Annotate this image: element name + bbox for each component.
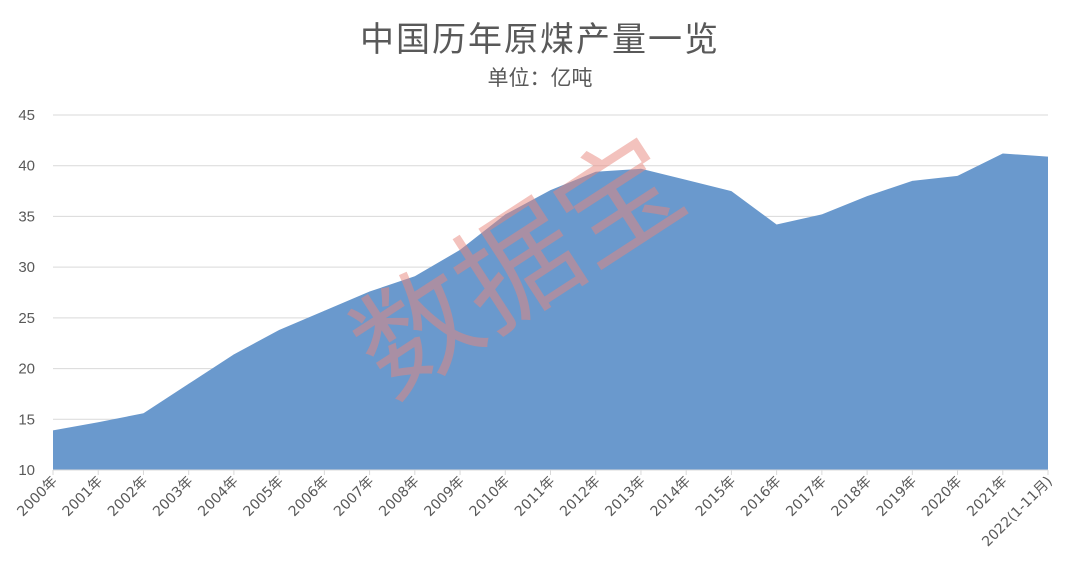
y-tick-label: 45 xyxy=(18,107,35,124)
y-tick-label: 35 xyxy=(18,208,35,225)
area-series xyxy=(53,153,1048,470)
x-tick-label: 2021年 xyxy=(964,474,1010,520)
y-tick-label: 20 xyxy=(18,361,35,378)
y-tick-label: 15 xyxy=(18,411,35,428)
x-tick-label: 2010年 xyxy=(467,474,513,520)
x-tick-label: 2012年 xyxy=(557,474,603,520)
x-tick-label: 2005年 xyxy=(241,474,287,520)
x-tick-label: 2003年 xyxy=(150,474,196,520)
x-tick-label: 2004年 xyxy=(195,474,241,520)
y-axis: 10 15 20 25 30 35 40 45 xyxy=(18,107,35,479)
x-tick-label: 2014年 xyxy=(648,474,694,520)
x-tick-label: 2000年 xyxy=(14,474,60,520)
x-tick-label: 2016年 xyxy=(738,474,784,520)
x-tick-label: 2009年 xyxy=(421,474,467,520)
chart-subtitle: 单位：亿吨 xyxy=(487,66,593,90)
x-tick-label: 2013年 xyxy=(602,474,648,520)
x-tick-label: 2015年 xyxy=(693,474,739,520)
x-tick-label: 2001年 xyxy=(60,474,106,520)
x-tick-label: 2006年 xyxy=(286,474,332,520)
x-tick-label: 2018年 xyxy=(829,474,875,520)
y-tick-label: 10 xyxy=(18,462,35,479)
y-tick-label: 25 xyxy=(18,310,35,327)
y-tick-label: 40 xyxy=(18,158,35,175)
x-tick-label: 2017年 xyxy=(783,474,829,520)
x-tick-label: 2011年 xyxy=(512,474,558,520)
x-tick-label: 2020年 xyxy=(919,474,965,520)
x-tick-label: 2007年 xyxy=(331,474,377,520)
y-tick-label: 30 xyxy=(18,259,35,276)
chart-title: 中国历年原煤产量一览 xyxy=(360,20,720,60)
x-tick-label: 2019年 xyxy=(874,474,920,520)
x-tick-label: 2008年 xyxy=(376,474,422,520)
x-tick-label: 2002年 xyxy=(105,474,151,520)
